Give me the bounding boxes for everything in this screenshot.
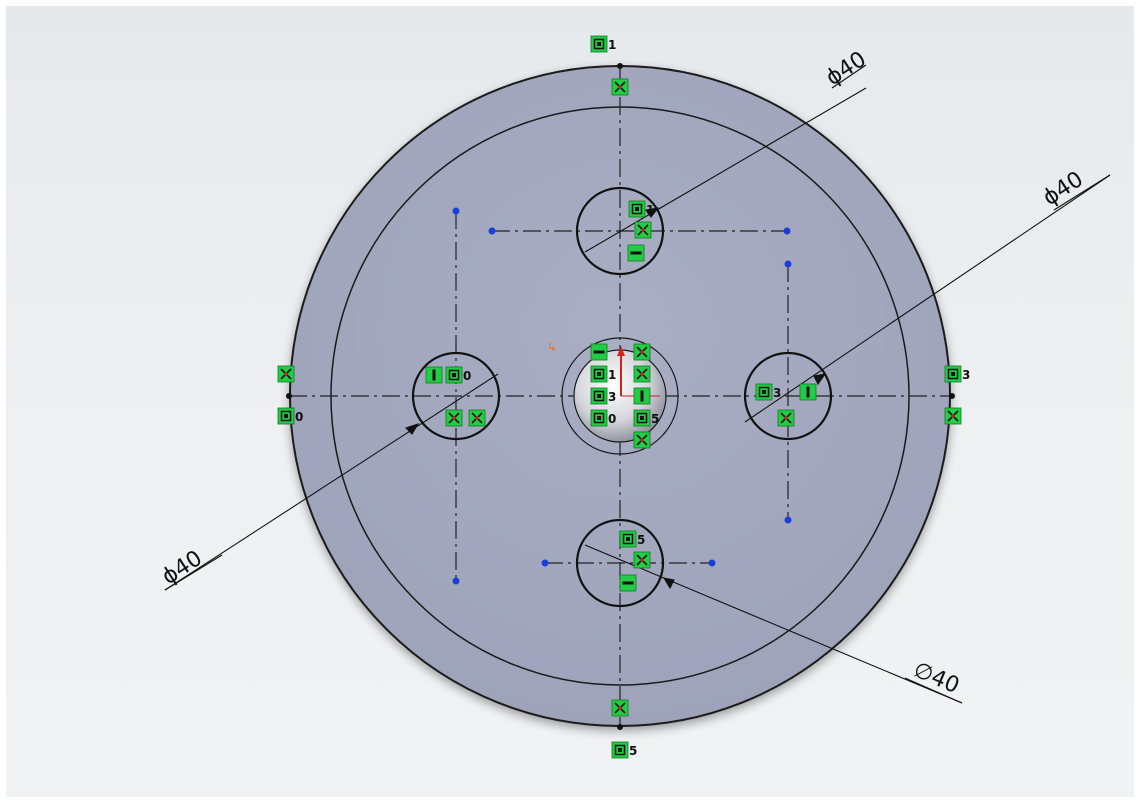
parallel-relation-icon[interactable]	[611, 699, 629, 717]
relation-number: 0	[608, 412, 616, 426]
relation-number: 3	[608, 390, 616, 404]
coincident-relation-icon[interactable]	[590, 35, 608, 53]
relation-number: 5	[637, 533, 645, 547]
relation-number: 1	[608, 368, 616, 382]
coincident-relation-icon[interactable]	[619, 530, 637, 548]
parallel-relation-icon[interactable]	[633, 343, 651, 361]
coincident-relation-icon[interactable]	[590, 387, 608, 405]
coincident-relation-icon[interactable]	[445, 366, 463, 384]
endpoint[interactable]	[708, 559, 716, 567]
parallel-relation-icon[interactable]	[445, 409, 463, 427]
parallel-relation-icon[interactable]	[633, 551, 651, 569]
arrowhead	[813, 373, 827, 386]
dim-underline	[904, 677, 963, 704]
horizontal-relation-icon[interactable]	[590, 343, 608, 361]
leader-bottom-hole	[584, 544, 963, 704]
dim-underline	[164, 554, 223, 591]
svg-text:↳: ↳	[547, 340, 557, 354]
parallel-relation-icon[interactable]	[777, 409, 795, 427]
arrowhead	[662, 577, 675, 590]
endpoint[interactable]	[488, 227, 496, 235]
dimension-text[interactable]: ϕ40	[822, 47, 871, 91]
dimension-text[interactable]: ϕ40	[158, 546, 207, 590]
relation-number: 0	[295, 410, 303, 424]
hole-top[interactable]	[575, 186, 665, 276]
vertical-relation-icon[interactable]	[425, 366, 443, 384]
dim-underline	[1053, 174, 1111, 211]
arrowhead	[645, 207, 660, 218]
vertical-relation-icon[interactable]	[633, 387, 651, 405]
horizontal-relation-icon[interactable]	[619, 574, 637, 592]
arrowhead	[404, 423, 420, 435]
leader-left-hole	[164, 373, 499, 591]
sketch-origin: ↳	[547, 340, 660, 397]
coincident-relation-icon[interactable]	[944, 365, 962, 383]
coincident-relation-icon[interactable]	[611, 741, 629, 759]
endpoint[interactable]	[452, 577, 460, 585]
parallel-relation-icon[interactable]	[277, 365, 295, 383]
relation-number: 5	[629, 744, 637, 758]
outer-quadrant-point[interactable]	[949, 393, 955, 399]
coincident-relation-icon[interactable]	[633, 409, 651, 427]
parallel-relation-icon[interactable]	[634, 221, 652, 239]
coincident-relation-icon[interactable]	[590, 365, 608, 383]
endpoint[interactable]	[783, 227, 791, 235]
center-boss-ring[interactable]	[561, 337, 679, 455]
hole-left[interactable]	[411, 351, 501, 441]
horizontal-relation-icon[interactable]	[627, 244, 645, 262]
coincident-relation-icon[interactable]	[277, 407, 295, 425]
parallel-relation-icon[interactable]	[468, 409, 486, 427]
leader-right-hole	[744, 174, 1111, 423]
relation-number: 5	[651, 412, 659, 426]
parallel-relation-icon[interactable]	[633, 431, 651, 449]
endpoint[interactable]	[784, 260, 792, 268]
relation-number: 0	[463, 369, 471, 383]
outer-quadrant-point[interactable]	[617, 724, 623, 730]
dim-underline	[831, 64, 867, 89]
relation-badges: 1 1 0 0 1 3 0 5 3 3 5	[277, 35, 970, 759]
coincident-relation-icon[interactable]	[755, 383, 773, 401]
endpoint[interactable]	[541, 559, 549, 567]
parallel-relation-icon[interactable]	[944, 407, 962, 425]
vertical-relation-icon[interactable]	[799, 383, 817, 401]
endpoint[interactable]	[784, 516, 792, 524]
hole-bottom[interactable]	[575, 518, 665, 608]
parallel-relation-icon[interactable]	[633, 365, 651, 383]
relation-number: 1	[608, 38, 616, 52]
outer-quadrant-point[interactable]	[286, 393, 292, 399]
parallel-relation-icon[interactable]	[611, 78, 629, 96]
hole-right[interactable]	[743, 351, 833, 441]
relation-number: 1	[646, 203, 654, 217]
relation-number: 3	[773, 386, 781, 400]
coincident-relation-icon[interactable]	[628, 200, 646, 218]
coincident-relation-icon[interactable]	[590, 409, 608, 427]
endpoint[interactable]	[452, 207, 460, 215]
relation-number: 3	[962, 368, 970, 382]
outer-quadrant-point[interactable]	[617, 63, 623, 69]
leader-top-hole	[584, 87, 867, 253]
